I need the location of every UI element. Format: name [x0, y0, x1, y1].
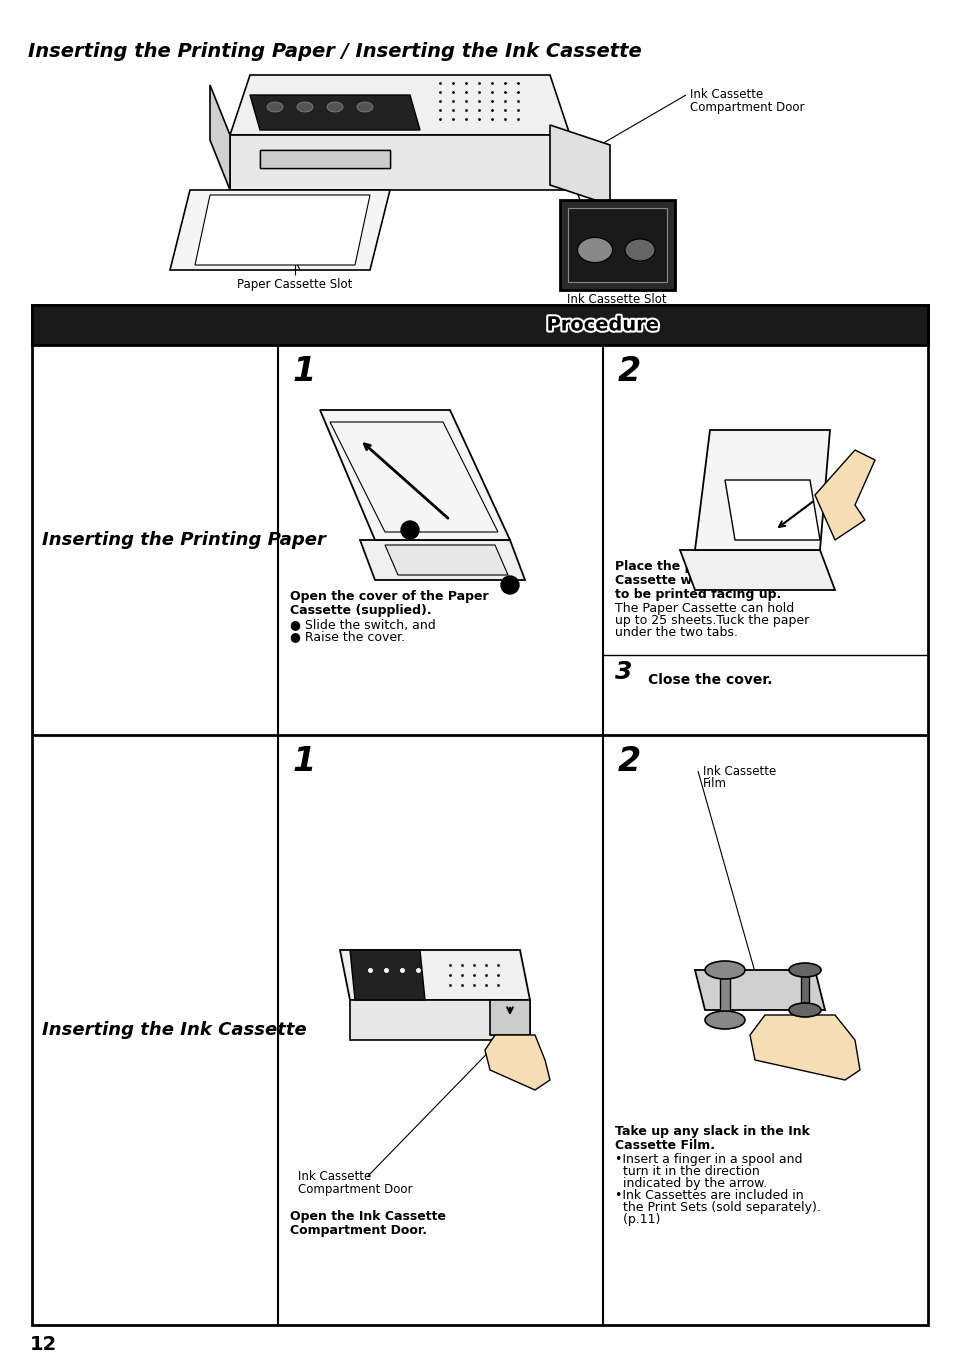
Ellipse shape — [704, 1011, 744, 1029]
Text: Cassette Film.: Cassette Film. — [615, 1138, 714, 1152]
Text: Film: Film — [702, 777, 726, 790]
Text: Inserting the Ink Cassette: Inserting the Ink Cassette — [42, 1021, 307, 1039]
Bar — [32, 304, 927, 1325]
Text: 1: 1 — [293, 355, 315, 388]
Text: 2: 2 — [406, 526, 413, 535]
Polygon shape — [319, 410, 510, 541]
Ellipse shape — [267, 102, 283, 112]
Text: Ink Cassette: Ink Cassette — [297, 1170, 371, 1183]
Text: up to 25 sheets.Tuck the paper: up to 25 sheets.Tuck the paper — [615, 614, 808, 627]
Text: (p.11): (p.11) — [615, 1213, 659, 1226]
Polygon shape — [210, 85, 230, 190]
Polygon shape — [350, 1001, 530, 1040]
Ellipse shape — [788, 962, 821, 977]
Text: Ink Cassette: Ink Cassette — [702, 764, 776, 778]
Polygon shape — [170, 190, 390, 270]
Text: •Ink Cassettes are included in: •Ink Cassettes are included in — [615, 1189, 802, 1203]
Text: Ink Cassette Slot: Ink Cassette Slot — [567, 293, 666, 306]
Text: •Insert a finger in a spool and: •Insert a finger in a spool and — [615, 1153, 801, 1166]
Polygon shape — [695, 971, 824, 1010]
Ellipse shape — [704, 961, 744, 979]
Ellipse shape — [788, 1003, 821, 1017]
Polygon shape — [724, 480, 820, 541]
Polygon shape — [339, 950, 530, 1001]
Polygon shape — [385, 545, 507, 575]
Polygon shape — [814, 450, 874, 541]
Text: Close the cover.: Close the cover. — [647, 673, 772, 687]
Bar — [32, 304, 927, 345]
Text: Title: Title — [132, 317, 177, 334]
Polygon shape — [749, 1016, 859, 1080]
Circle shape — [400, 521, 418, 539]
Bar — [260, 150, 390, 168]
Text: Compartment Door: Compartment Door — [297, 1183, 412, 1196]
Text: 2: 2 — [618, 355, 640, 388]
Ellipse shape — [577, 238, 612, 262]
Text: turn it in the direction: turn it in the direction — [615, 1164, 759, 1178]
Polygon shape — [350, 950, 424, 1001]
Text: 12: 12 — [30, 1335, 57, 1354]
Polygon shape — [484, 1035, 550, 1091]
Ellipse shape — [356, 102, 373, 112]
Ellipse shape — [296, 102, 313, 112]
Text: Inserting the Printing Paper / Inserting the Ink Cassette: Inserting the Printing Paper / Inserting… — [28, 42, 641, 61]
Bar — [559, 201, 675, 289]
Text: Procedure: Procedure — [546, 315, 659, 334]
Bar — [801, 971, 808, 1010]
Polygon shape — [194, 195, 370, 265]
Bar — [567, 207, 666, 283]
Text: Paper Cassette Slot: Paper Cassette Slot — [237, 278, 353, 291]
Polygon shape — [695, 430, 829, 550]
Polygon shape — [550, 126, 609, 205]
Text: Open the Ink Cassette: Open the Ink Cassette — [290, 1209, 446, 1223]
Text: to be printed facing up.: to be printed facing up. — [615, 588, 781, 601]
Text: Cassette with the blank side: Cassette with the blank side — [615, 575, 814, 587]
Polygon shape — [679, 550, 834, 590]
Text: 2: 2 — [618, 745, 640, 778]
Text: 3: 3 — [615, 661, 632, 684]
Text: Take up any slack in the Ink: Take up any slack in the Ink — [615, 1125, 809, 1138]
Text: ● Raise the cover.: ● Raise the cover. — [290, 631, 405, 643]
Bar — [720, 971, 729, 1020]
Polygon shape — [230, 135, 569, 190]
Text: ● Slide the switch, and: ● Slide the switch, and — [290, 618, 436, 631]
Text: Compartment Door.: Compartment Door. — [290, 1224, 427, 1237]
Polygon shape — [230, 75, 569, 135]
Circle shape — [500, 576, 518, 594]
Text: Inserting the Printing Paper: Inserting the Printing Paper — [42, 531, 326, 549]
Polygon shape — [359, 541, 524, 580]
Text: Cassette (supplied).: Cassette (supplied). — [290, 603, 431, 617]
Text: under the two tabs.: under the two tabs. — [615, 627, 737, 639]
Text: Ink Cassette: Ink Cassette — [689, 87, 762, 101]
Text: The Paper Cassette can hold: The Paper Cassette can hold — [615, 602, 794, 616]
Text: Compartment Door: Compartment Door — [689, 101, 803, 115]
Bar — [260, 150, 390, 168]
Text: Open the cover of the Paper: Open the cover of the Paper — [290, 590, 488, 603]
Polygon shape — [490, 1001, 530, 1035]
Polygon shape — [250, 96, 419, 130]
Ellipse shape — [327, 102, 343, 112]
Text: Place the paper in the Paper: Place the paper in the Paper — [615, 560, 815, 573]
Text: indicated by the arrow.: indicated by the arrow. — [615, 1177, 766, 1190]
Ellipse shape — [624, 239, 655, 261]
Text: the Print Sets (sold separately).: the Print Sets (sold separately). — [615, 1201, 820, 1213]
Text: 1: 1 — [506, 580, 513, 590]
Text: 1: 1 — [293, 745, 315, 778]
